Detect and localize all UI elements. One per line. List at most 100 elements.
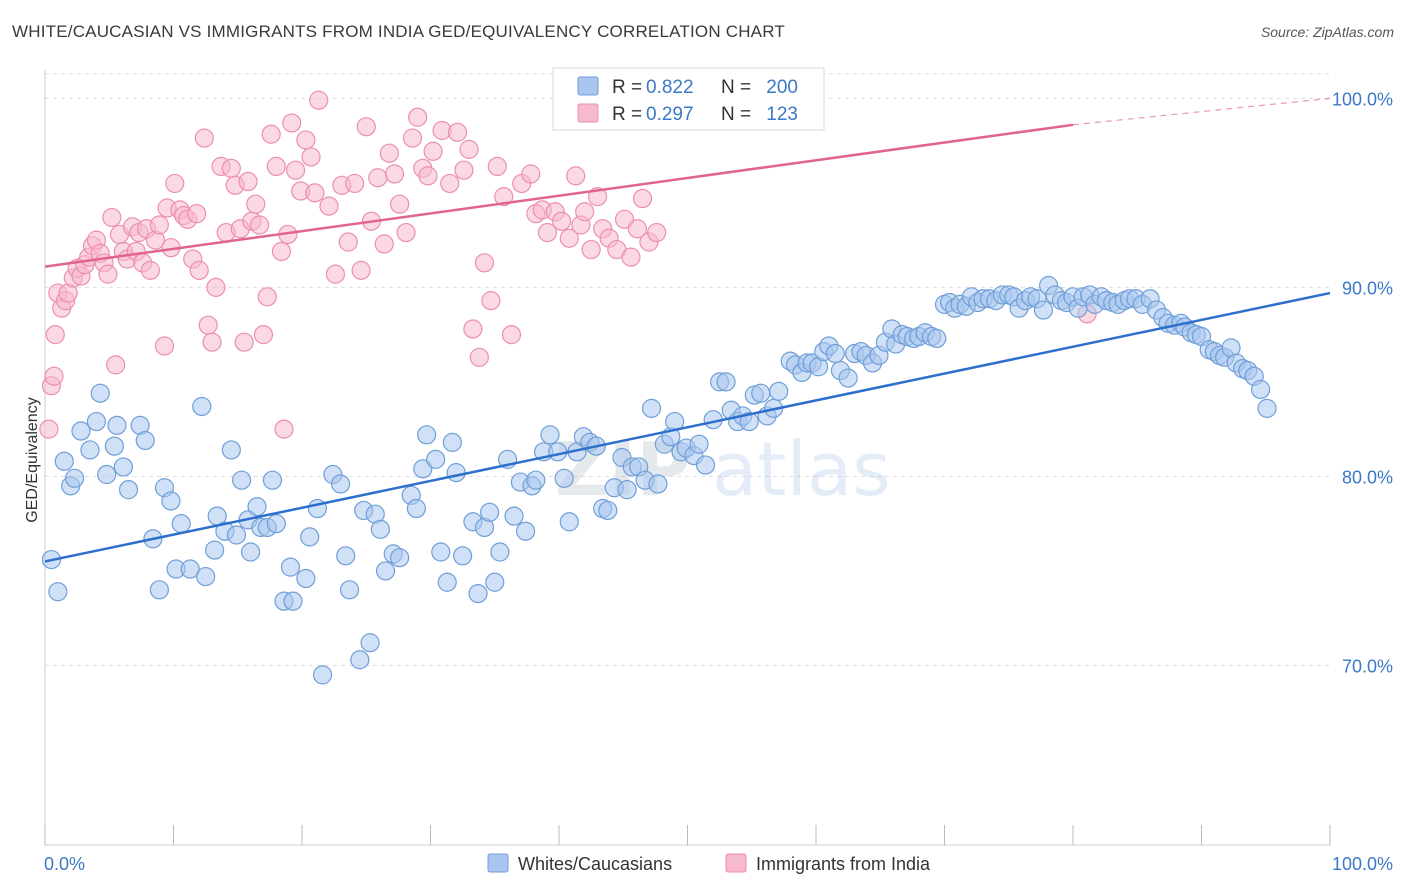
india-point-51: [238, 171, 258, 192]
india-point-54: [249, 215, 270, 235]
white-point-11: [107, 415, 127, 435]
white-point-143: [927, 328, 947, 349]
india-point-3: [45, 325, 65, 345]
white-point-21: [171, 514, 191, 534]
white-point-70: [480, 502, 500, 522]
india-point-119: [632, 188, 653, 209]
legend-swatch-blue: [577, 76, 599, 96]
white-point-40: [283, 591, 303, 611]
white-point-48: [339, 580, 360, 600]
india-point-108: [566, 166, 586, 186]
india-point-56: [257, 287, 277, 307]
white-point-32: [241, 542, 261, 562]
india-point-72: [338, 232, 358, 252]
india-point-44: [206, 277, 226, 297]
india-point-53: [246, 194, 266, 214]
white-point-7: [86, 411, 107, 432]
white-point-37: [266, 514, 286, 534]
bottom-legend-swatch-blue: [487, 853, 509, 873]
white-point-39: [280, 557, 301, 577]
legend-r-value-blue: 0.822: [646, 77, 694, 98]
white-point-59: [413, 459, 433, 479]
white-point-198: [1251, 379, 1271, 400]
india-point-65: [296, 130, 316, 150]
legend-swatch-pink: [577, 103, 599, 123]
white-point-44: [312, 665, 333, 685]
india-point-28: [140, 260, 160, 280]
white-point-49: [350, 650, 370, 670]
white-point-72: [490, 542, 510, 562]
india-point-93: [463, 319, 483, 339]
bottom-legend: Whites/Caucasians Immigrants from India: [487, 853, 931, 874]
white-point-42: [300, 527, 320, 547]
white-point-1: [48, 582, 68, 602]
india-point-50: [234, 332, 254, 352]
trend-line-india-extension: [1072, 97, 1331, 126]
white-point-65: [446, 463, 466, 483]
white-point-62: [431, 542, 451, 562]
x-axis-ticks: [44, 825, 1331, 845]
india-point-117: [621, 247, 641, 267]
india-point-110: [575, 202, 595, 222]
white-point-8: [90, 383, 110, 403]
white-point-9: [97, 464, 117, 485]
white-point-47: [336, 546, 356, 566]
white-point-68: [468, 583, 488, 604]
india-point-98: [494, 187, 514, 207]
india-point-87: [423, 141, 443, 161]
india-point-66: [301, 147, 321, 167]
series-immigrants-from-india: [39, 90, 1097, 439]
legend-n-label-blue: N =: [721, 77, 751, 98]
india-point-81: [390, 194, 410, 214]
y-tick-label-80: 80.0%: [1342, 467, 1393, 487]
india-point-69: [319, 196, 339, 216]
india-point-106: [551, 211, 572, 231]
india-point-78: [374, 234, 394, 254]
white-point-96: [641, 398, 662, 418]
white-point-22: [180, 559, 200, 579]
y-tick-label-100: 100.0%: [1332, 89, 1393, 109]
white-point-83: [559, 512, 579, 532]
white-point-104: [689, 434, 709, 454]
bottom-legend-label-pink: Immigrants from India: [756, 854, 931, 874]
white-point-60: [417, 425, 437, 445]
india-point-79: [379, 143, 399, 163]
india-point-68: [309, 90, 329, 110]
white-point-71: [485, 572, 505, 592]
india-point-111: [581, 239, 601, 260]
india-point-97: [487, 156, 507, 177]
india-point-75: [356, 117, 376, 137]
india-point-55: [253, 325, 274, 345]
legend: R = 0.822 N = 200 R = 0.297 N = 123: [552, 67, 825, 131]
white-point-15: [135, 430, 155, 451]
white-point-46: [330, 474, 351, 494]
india-point-41: [194, 128, 214, 148]
x-tick-label-min: 0.0%: [44, 854, 85, 874]
legend-r-label-blue: R =: [612, 77, 642, 98]
trend-line-whites: [44, 291, 1331, 563]
india-point-96: [481, 291, 501, 311]
india-point-42: [198, 315, 218, 335]
white-point-128: [838, 368, 858, 388]
white-point-56: [390, 548, 410, 568]
white-point-33: [247, 497, 267, 517]
y-tick-label-90: 90.0%: [1342, 278, 1393, 298]
white-point-5: [71, 421, 91, 441]
y-axis-tick-labels: 70.0% 80.0% 90.0% 100.0%: [1332, 89, 1393, 676]
white-point-12: [113, 457, 133, 477]
white-point-161: [1033, 300, 1054, 320]
white-point-199: [1257, 398, 1277, 418]
india-point-19: [106, 355, 126, 375]
india-point-90: [447, 122, 468, 142]
india-point-59: [271, 241, 292, 262]
white-point-126: [825, 343, 845, 364]
india-point-82: [396, 222, 416, 243]
white-point-76: [515, 521, 536, 541]
india-point-86: [418, 166, 438, 186]
white-point-4: [64, 468, 85, 488]
india-point-73: [345, 173, 365, 194]
india-point-18: [102, 207, 122, 228]
white-point-64: [442, 432, 462, 452]
white-point-89: [598, 500, 618, 521]
